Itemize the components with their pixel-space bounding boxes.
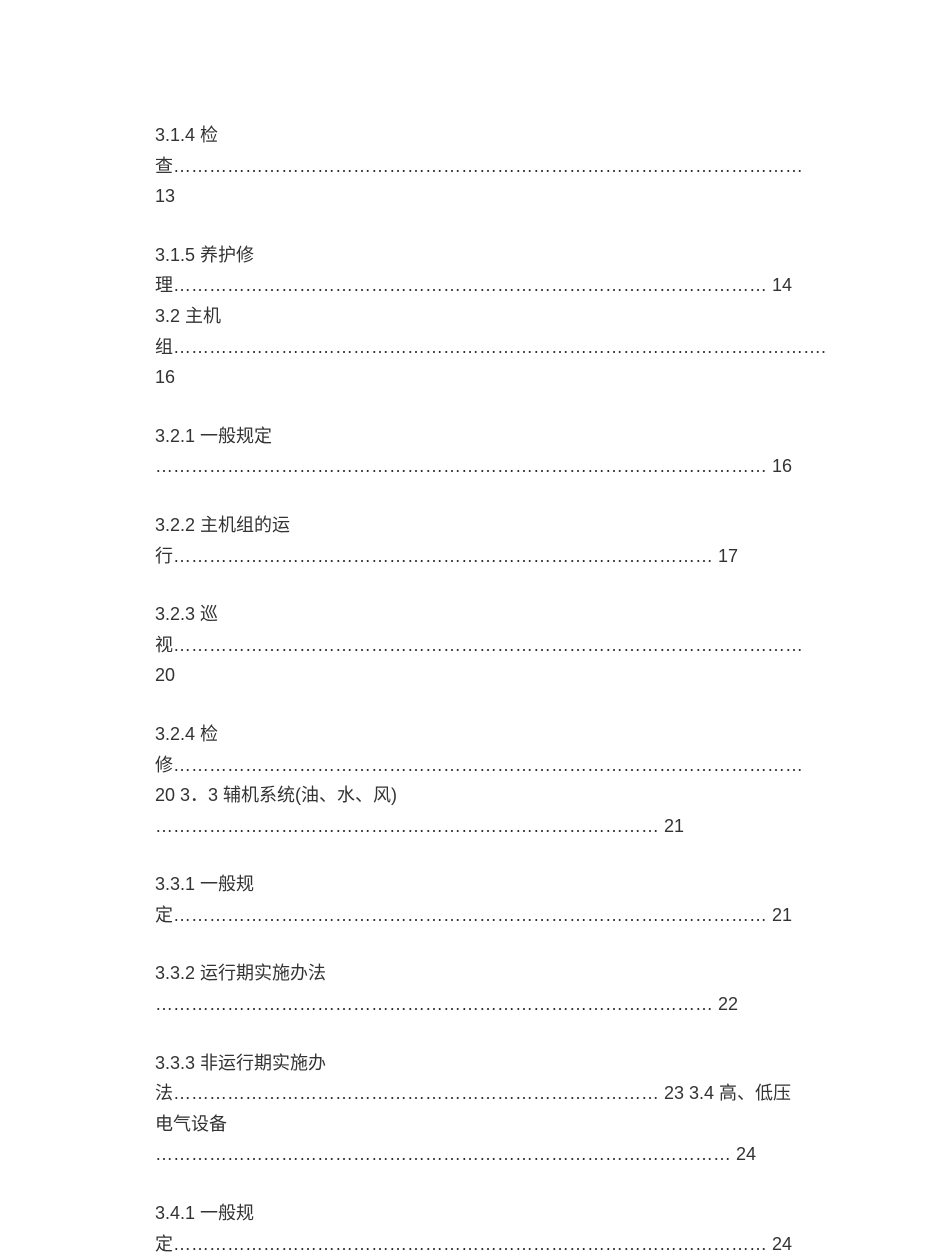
toc-entry: 3.2.1 一般规定 ……………………………………………………………………………… (155, 421, 795, 482)
toc-entry: 3.3.2 运行期实施办法 ……………………………………………………………………… (155, 958, 795, 1019)
toc-entry: 3.2.2 主机组的运行…………………………………………………………………………… (155, 510, 795, 571)
toc-entry: 3.3.1 一般规定………………………………………………………………………………… (155, 869, 795, 930)
table-of-contents: 3.1.4 检查……………………………………………………………………………………… (155, 120, 795, 1259)
toc-entry: 3.2.4 检修……………………………………………………………………………………… (155, 719, 795, 841)
toc-entry: 3.1.5 养护修理………………………………………………………………………………… (155, 240, 795, 393)
toc-entry: 3.3.3 非运行期实施办法……………………………………………………………………… (155, 1048, 795, 1170)
toc-entry: 3.1.4 检查……………………………………………………………………………………… (155, 120, 795, 212)
toc-entry: 3.4.1 一般规定………………………………………………………………………………… (155, 1198, 795, 1259)
toc-entry: 3.2.3 巡视……………………………………………………………………………………… (155, 599, 795, 691)
